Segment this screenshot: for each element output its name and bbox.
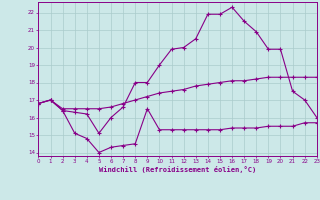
X-axis label: Windchill (Refroidissement éolien,°C): Windchill (Refroidissement éolien,°C)	[99, 166, 256, 173]
